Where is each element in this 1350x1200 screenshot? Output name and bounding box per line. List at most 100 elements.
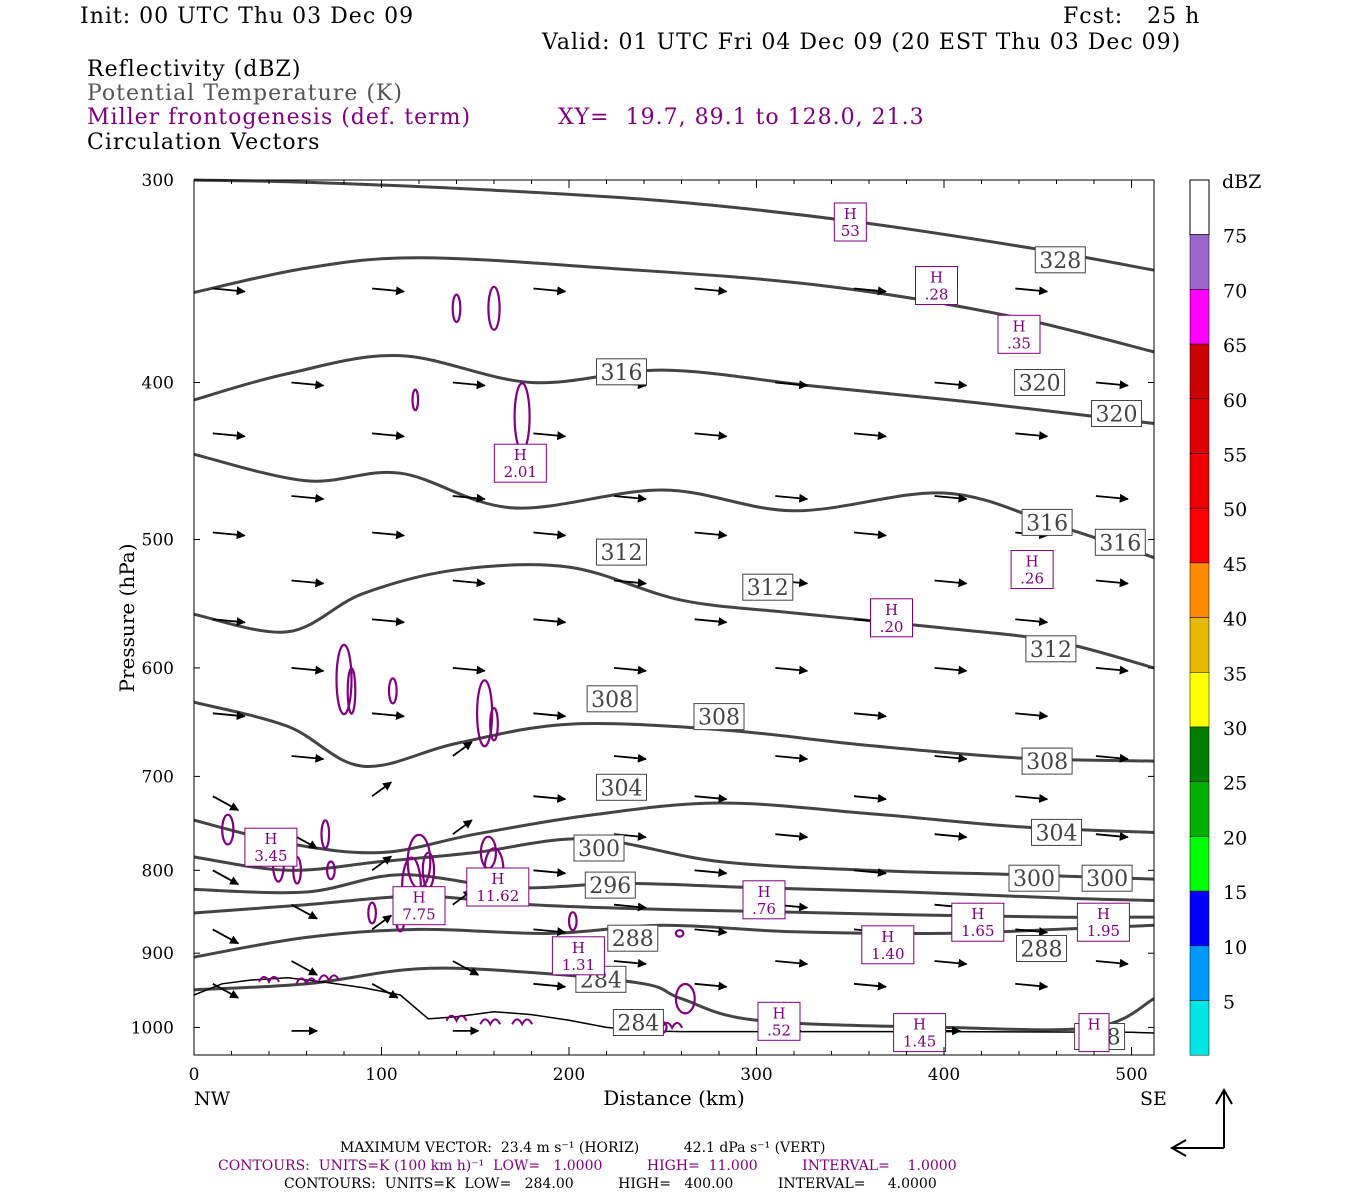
theta-label: 316 [601, 361, 643, 386]
theta-label-box [1031, 818, 1082, 846]
frontogenesis-max-value: .28 [925, 286, 949, 304]
circulation-vector [775, 958, 809, 968]
contours-frontogenesis-info: CONTOURS: UNITS=K (100 km h)⁻¹ LOW= 1.00… [218, 1158, 957, 1174]
frontogenesis-contour [674, 929, 685, 938]
frontogenesis-max-box [742, 880, 786, 920]
contours-theta-info: CONTOURS: UNITS=K LOW= 284.00 HIGH= 400.… [284, 1176, 937, 1192]
circulation-vector [694, 286, 728, 296]
circulation-vector [853, 530, 887, 540]
forecast-hour: Fcst: 25 h [1063, 4, 1201, 29]
theta-label: 328 [1039, 249, 1081, 274]
frontogenesis-max-marker: H [264, 830, 277, 848]
theta-label-box [573, 834, 625, 862]
frontogenesis-contour [346, 667, 357, 715]
colorbar-cell [1189, 398, 1210, 454]
circulation-vector [853, 981, 887, 991]
y-tick-label: 1000 [131, 1018, 174, 1038]
circulation-vector [533, 711, 567, 721]
theta-label-box [596, 538, 647, 566]
circulation-vector [212, 617, 246, 627]
theta-label: 308 [591, 688, 633, 713]
theta-label-box [1025, 635, 1077, 663]
frontogenesis-max-value: .52 [767, 1021, 791, 1039]
colorbar-label: 65 [1223, 335, 1247, 357]
circulation-vector [694, 530, 728, 540]
theta-label-box [1021, 508, 1073, 536]
circulation-vector [1095, 665, 1129, 675]
theta-label: 312 [747, 576, 789, 601]
circulation-vector [212, 928, 240, 945]
y-axis-label: Pressure (hPa) [115, 544, 139, 693]
colorbar-cell [1189, 289, 1210, 345]
circulation-vector [371, 914, 393, 931]
colorbar-cell [1189, 726, 1210, 782]
circulation-vector [775, 380, 809, 390]
colorbar-cell [1189, 234, 1210, 290]
circulation-vector [694, 927, 728, 937]
y-tick-label: 900 [142, 944, 174, 964]
field-theta: Potential Temperature (K) [87, 81, 403, 106]
frontogenesis-max-value: 7.75 [402, 906, 435, 924]
theta-label-box [742, 573, 794, 601]
frontogenesis-max-value: 11.62 [476, 887, 519, 905]
theta-label: 320 [1019, 372, 1061, 397]
frontogenesis-contour [674, 982, 696, 1015]
frontogenesis-contour [511, 1018, 534, 1027]
theta-contour-324 [193, 256, 1155, 354]
circulation-vector [291, 960, 318, 976]
frontogenesis-max-box [466, 867, 530, 907]
cross-section-xy: XY= 19.7, 89.1 to 128.0, 21.3 [558, 105, 925, 130]
theta-label-box [693, 703, 745, 731]
theta-label: 300 [1086, 867, 1128, 892]
circulation-vector [775, 493, 809, 503]
frontogenesis-max-box [244, 827, 298, 867]
theta-label: 320 [1096, 403, 1138, 428]
circulation-vector [694, 868, 728, 878]
circulation-vector [533, 868, 567, 878]
frontogenesis-max-value: 1.45 [903, 1033, 936, 1051]
frontogenesis-contour [295, 977, 318, 986]
circulation-vector [613, 753, 647, 763]
circulation-vector [1015, 431, 1049, 441]
x-tick-label: 200 [553, 1065, 585, 1085]
theta-contour-320 [193, 354, 1155, 425]
circulation-vector [775, 753, 809, 763]
circulation-vector [613, 665, 647, 675]
circulation-vector [934, 380, 968, 390]
x-end-label-right: SE [1140, 1088, 1167, 1110]
circulation-vector [934, 753, 968, 763]
theta-label: 300 [1013, 867, 1055, 892]
theta-label: 308 [1026, 750, 1068, 775]
frontogenesis-contour [367, 901, 378, 925]
circulation-vector [452, 578, 486, 588]
colorbar-label: 60 [1223, 390, 1247, 412]
circulation-vector [1015, 927, 1049, 937]
theta-label: 304 [1036, 821, 1078, 846]
frontogenesis-max-box [1078, 1013, 1110, 1053]
x-axis-label: Distance (km) [603, 1086, 745, 1110]
frontogenesis-contour [451, 293, 462, 324]
frontogenesis-contour [258, 975, 280, 985]
circulation-vector [1015, 617, 1049, 627]
vector-key-icon [1169, 1087, 1233, 1157]
colorbar-cell [1189, 453, 1210, 509]
circulation-vector [533, 530, 567, 540]
frontogenesis-max-box [915, 266, 958, 305]
circulation-vector [775, 831, 809, 841]
frontogenesis-max-marker: H [881, 928, 894, 946]
frontogenesis-max-marker: H [491, 870, 504, 888]
circulation-vector [533, 431, 567, 441]
frontogenesis-contour [406, 833, 432, 890]
frontogenesis-max-marker: H [930, 269, 943, 287]
frontogenesis-max-marker: H [572, 939, 585, 957]
circulation-vector [1095, 753, 1129, 763]
frontogenesis-max-marker: H [971, 905, 984, 923]
colorbar-label: 10 [1223, 937, 1247, 959]
colorbar-unit: dBZ [1222, 171, 1261, 193]
colorbar-label: 20 [1223, 827, 1247, 849]
circulation-vector [853, 286, 887, 296]
x-tick-label: 400 [928, 1065, 960, 1085]
theta-label-box [1021, 747, 1073, 775]
frontogenesis-max-marker: H [913, 1016, 926, 1034]
circulation-vector [533, 286, 567, 296]
